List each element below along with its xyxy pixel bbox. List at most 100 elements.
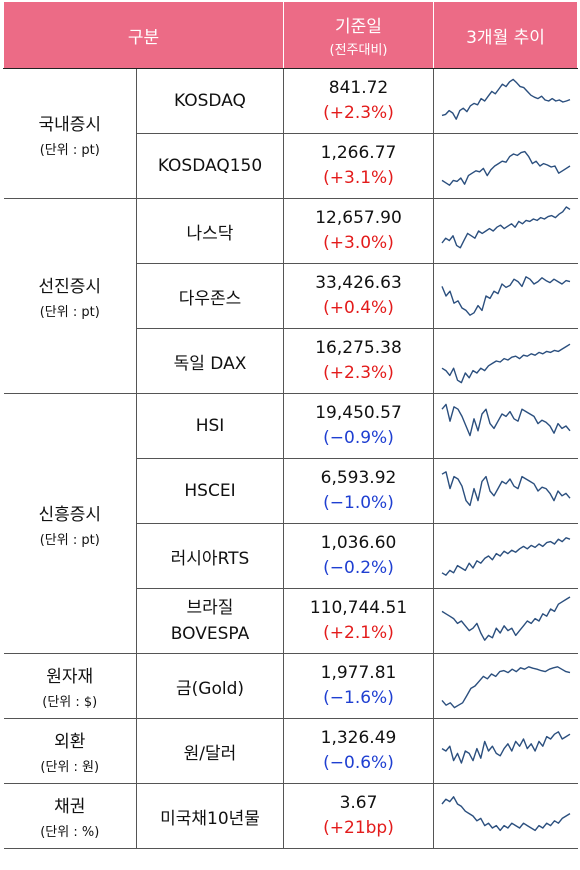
- sparkline-path: [441, 276, 570, 316]
- table-row: KOSDAQ150 1,266.77 (+3.1%): [4, 133, 578, 199]
- table-row: 러시아RTS 1,036.60 (−0.2%): [4, 523, 578, 589]
- asset-value: 6,593.92: [320, 468, 397, 488]
- header-group: 구분: [3, 2, 284, 69]
- trend-cell: [433, 198, 578, 264]
- trend-sparkline: [441, 666, 570, 709]
- sparkline-path: [441, 150, 571, 186]
- group-name: 선진증시: [38, 277, 102, 297]
- asset-value-cell: 841.72 (+2.3%): [283, 68, 434, 134]
- asset-name: 나스닥: [136, 198, 284, 264]
- group-unit: (단위 : pt): [39, 142, 100, 158]
- asset-value: 1,266.77: [320, 143, 397, 163]
- header-trend: 3개월 추이: [433, 2, 578, 69]
- asset-value: 1,977.81: [320, 663, 397, 683]
- market-summary-table: 구분 기준일 (전주대비) 3개월 추이 국내증시 (단위 : pt) KOSD…: [3, 2, 578, 849]
- trend-sparkline: [441, 471, 571, 507]
- group-cell: 신흥증시 (단위 : pt): [3, 393, 137, 654]
- sparkline-path: [441, 796, 571, 832]
- asset-value: 3.67: [339, 793, 378, 813]
- asset-value-cell: 12,657.90 (+3.0%): [283, 198, 434, 264]
- table-row: 국내증시 (단위 : pt) KOSDAQ 841.72 (+2.3%): [3, 68, 578, 199]
- group-unit: (단위 : 원): [40, 760, 100, 775]
- group-cell: 외환 (단위 : 원): [3, 718, 137, 784]
- asset-name: 브라질 BOVESPA: [136, 588, 284, 654]
- trend-cell: [433, 68, 578, 134]
- group-name: 외환: [54, 732, 86, 752]
- asset-change: (−1.6%): [323, 688, 394, 708]
- group-cell: 원자재 (단위 : $): [3, 653, 137, 719]
- trend-sparkline: [441, 343, 571, 384]
- asset-value: 33,426.63: [315, 273, 402, 293]
- sparkline-path: [441, 731, 571, 764]
- asset-name: 금(Gold): [136, 653, 284, 719]
- asset-change: (−1.0%): [323, 493, 394, 513]
- asset-value: 19,450.57: [315, 403, 402, 423]
- asset-name-line2: BOVESPA: [170, 624, 250, 644]
- group-unit: (단위 : pt): [39, 532, 100, 548]
- sparkline-path: [441, 403, 571, 437]
- trend-cell: [433, 263, 578, 329]
- trend-cell: [433, 328, 578, 394]
- asset-value: 1,036.60: [320, 533, 397, 553]
- trend-sparkline: [441, 150, 571, 186]
- asset-name: 미국채10년물: [136, 783, 284, 849]
- group-name: 국내증시: [38, 114, 102, 135]
- asset-name: KOSDAQ150: [136, 133, 284, 199]
- trend-sparkline: [441, 596, 571, 641]
- group-name: 신흥증시: [38, 504, 102, 525]
- asset-change: (+0.4%): [323, 298, 394, 318]
- header-price-sub: (전주대비): [329, 43, 388, 58]
- asset-name: 원/달러: [136, 718, 284, 784]
- asset-name: 다우존스: [136, 263, 284, 329]
- table-row: 원자재 (단위 : $) 금(Gold) 1,977.81 (−1.6%): [3, 653, 578, 719]
- asset-value-cell: 16,275.38 (+2.3%): [283, 328, 434, 394]
- table-row: 독일 DAX 16,275.38 (+2.3%): [4, 328, 578, 394]
- group-unit: (단위 : $): [42, 695, 98, 710]
- asset-change: (+3.1%): [323, 168, 394, 188]
- trend-sparkline: [441, 403, 571, 437]
- asset-value-cell: 33,426.63 (+0.4%): [283, 263, 434, 329]
- group-unit: (단위 : %): [40, 825, 100, 840]
- trend-cell: [433, 133, 578, 199]
- asset-value-cell: 1,326.49 (−0.6%): [283, 718, 434, 784]
- asset-name: HSI: [136, 393, 284, 459]
- asset-value: 110,744.51: [309, 598, 408, 618]
- table-row: HSCEI 6,593.92 (−1.0%): [4, 458, 578, 524]
- asset-value: 12,657.90: [315, 208, 402, 228]
- asset-value: 841.72: [328, 78, 389, 98]
- group-cell: 선진증시 (단위 : pt): [3, 198, 137, 394]
- asset-value-cell: 1,266.77 (+3.1%): [283, 133, 434, 199]
- asset-name: 독일 DAX: [136, 328, 284, 394]
- sparkline-path: [441, 471, 571, 507]
- trend-sparkline: [441, 731, 571, 764]
- sparkline-path: [441, 78, 571, 120]
- trend-sparkline: [441, 276, 570, 316]
- sparkline-path: [441, 343, 571, 384]
- asset-change: (+3.0%): [323, 233, 394, 253]
- group-name: 채권: [54, 797, 86, 817]
- table-row: 다우존스 33,426.63 (+0.4%): [4, 263, 578, 329]
- asset-value-cell: 110,744.51 (+2.1%): [283, 588, 434, 654]
- trend-cell: [433, 783, 578, 849]
- asset-value: 1,326.49: [320, 728, 397, 748]
- asset-name-line1: 브라질: [186, 598, 234, 618]
- header-price: 기준일 (전주대비): [283, 2, 434, 69]
- sparkline-path: [441, 537, 570, 576]
- asset-name: KOSDAQ: [136, 68, 284, 134]
- trend-cell: [433, 718, 578, 784]
- group-cell: 채권 (단위 : %): [3, 783, 137, 849]
- table-row: 채권 (단위 : %) 미국채10년물 3.67 (+21bp): [3, 783, 578, 849]
- trend-cell: [433, 523, 578, 589]
- asset-change: (−0.2%): [323, 558, 394, 578]
- group-cell: 국내증시 (단위 : pt): [3, 68, 137, 199]
- sparkline-path: [441, 666, 570, 709]
- asset-change: (+2.1%): [323, 623, 394, 643]
- trend-cell: [433, 393, 578, 459]
- table-row: 브라질 BOVESPA 110,744.51 (+2.1%): [4, 588, 578, 654]
- trend-sparkline: [441, 206, 571, 249]
- trend-sparkline: [441, 78, 571, 120]
- asset-value-cell: 1,977.81 (−1.6%): [283, 653, 434, 719]
- asset-change: (−0.9%): [323, 428, 394, 448]
- asset-name: 러시아RTS: [136, 523, 284, 589]
- header-price-label: 기준일: [335, 17, 382, 37]
